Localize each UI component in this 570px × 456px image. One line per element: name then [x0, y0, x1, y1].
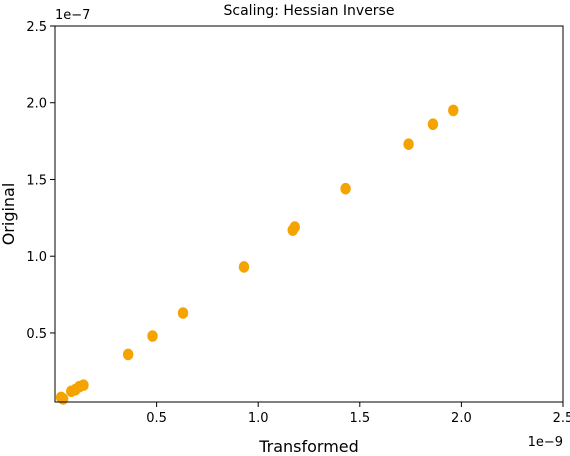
axis-ticks: 0.5 1.0 1.5 2.0 2.5 0.5 1.0 1.5 2.0 2.5 — [26, 20, 570, 426]
x-offset-text: 1e−9 — [528, 435, 563, 450]
x-tick-label: 0.5 — [146, 411, 167, 426]
scatter-point — [147, 330, 158, 342]
y-tick-label: 1.0 — [26, 250, 47, 265]
y-tick-label: 1.5 — [26, 173, 47, 188]
y-offset-text: 1e−7 — [55, 8, 90, 23]
data-points — [55, 104, 459, 405]
scatter-point — [57, 393, 69, 405]
chart-title: Scaling: Hessian Inverse — [224, 3, 395, 19]
plot-area — [54, 25, 564, 403]
x-tick-label: 2.5 — [553, 411, 570, 426]
scatter-point — [448, 104, 459, 117]
y-tick-label: 2.5 — [26, 20, 47, 35]
scatter-point — [403, 138, 414, 150]
scatter-point — [238, 261, 250, 273]
scatter-point — [340, 182, 351, 195]
x-tick-label: 1.5 — [349, 411, 370, 426]
x-tick-label: 2.0 — [451, 411, 472, 426]
y-tick-label: 0.5 — [26, 327, 47, 342]
scatter-point — [122, 348, 134, 361]
scatter-point — [78, 379, 89, 391]
scatter-point — [289, 221, 300, 233]
y-tick-label: 2.0 — [26, 97, 47, 112]
scatter-point — [427, 118, 439, 131]
x-tick-label: 1.0 — [248, 411, 269, 426]
y-axis-label: Original — [0, 183, 18, 246]
scatter-point — [177, 307, 189, 319]
x-axis-label: Transformed — [258, 437, 359, 456]
